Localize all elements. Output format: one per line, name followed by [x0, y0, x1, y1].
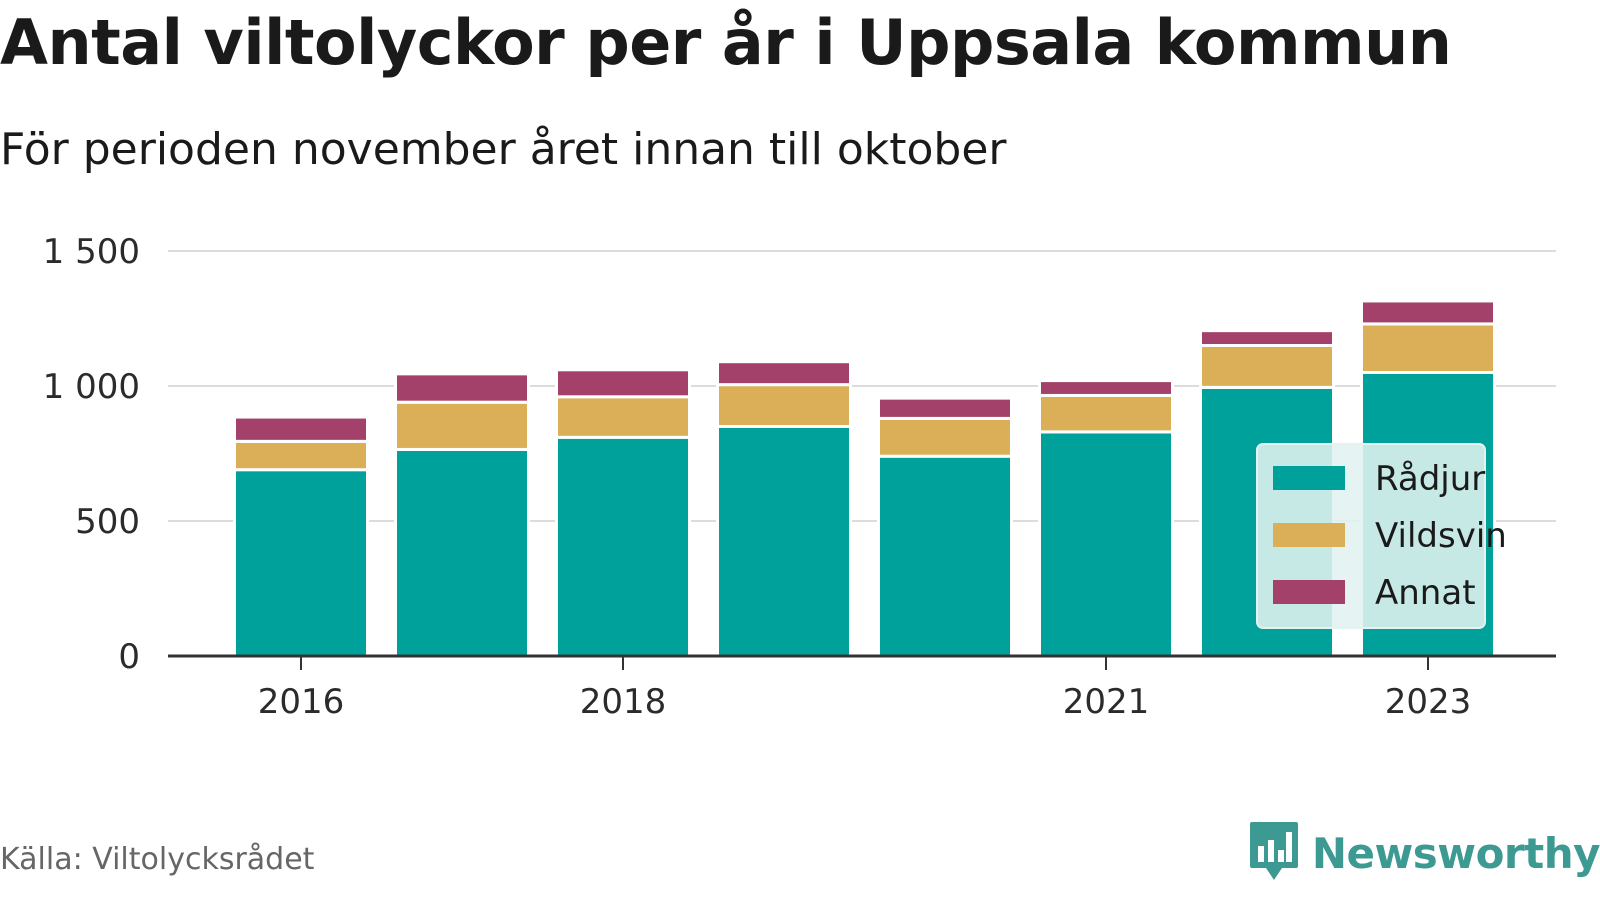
source-note: Källa: Viltolycksrådet — [0, 842, 315, 877]
x-tick-label: 2023 — [1385, 682, 1472, 722]
bar-vildsvin-2019 — [716, 383, 852, 428]
bar-rådjur-2020 — [877, 454, 1013, 658]
brand-name: Newsworthy — [1311, 828, 1600, 878]
bar-annat-2023 — [1360, 299, 1496, 326]
bar-vildsvin-2018 — [555, 395, 691, 439]
bar-vildsvin-2016 — [233, 439, 369, 472]
bar-rådjur-2019 — [716, 425, 852, 658]
y-tick-label: 1 000 — [43, 367, 140, 407]
chart-subtitle: För perioden november året innan till ok… — [0, 124, 1007, 175]
bar-vildsvin-2022 — [1199, 344, 1335, 389]
legend-label-annat: Annat — [1375, 573, 1476, 613]
bar-rådjur-2021 — [1038, 430, 1174, 658]
bar-vildsvin-2021 — [1038, 393, 1174, 434]
legend-label-rådjur: Rådjur — [1375, 459, 1485, 499]
bar-rådjur-2018 — [555, 435, 691, 658]
y-tick-label: 500 — [75, 502, 140, 542]
bar-annat-2017 — [394, 372, 530, 404]
chart-title: Antal viltolyckor per år i Uppsala kommu… — [0, 6, 1452, 79]
y-tick-label: 0 — [118, 637, 140, 677]
bar-rådjur-2017 — [394, 447, 530, 658]
bar-annat-2021 — [1038, 379, 1174, 397]
legend-swatch-annat — [1273, 580, 1345, 604]
x-tick-label: 2016 — [258, 682, 345, 722]
bar-annat-2016 — [233, 415, 369, 443]
x-tick-label: 2021 — [1063, 682, 1150, 722]
x-tick-label: 2018 — [580, 682, 667, 722]
bar-annat-2018 — [555, 368, 691, 399]
bar-annat-2019 — [716, 360, 852, 387]
bar-vildsvin-2023 — [1360, 322, 1496, 374]
bar-rådjur-2016 — [233, 468, 369, 658]
bar-annat-2020 — [877, 396, 1013, 420]
bar-annat-2022 — [1199, 329, 1335, 347]
legend-label-vildsvin: Vildsvin — [1375, 516, 1507, 556]
brand-logo[interactable]: Newsworthy — [1248, 818, 1600, 888]
bar-vildsvin-2017 — [394, 400, 530, 451]
bar-chart-speech-icon — [1248, 820, 1300, 886]
y-tick-label: 1 500 — [43, 232, 140, 272]
bar-vildsvin-2020 — [877, 416, 1013, 458]
legend-swatch-vildsvin — [1273, 523, 1345, 547]
legend-swatch-rådjur — [1273, 466, 1345, 490]
